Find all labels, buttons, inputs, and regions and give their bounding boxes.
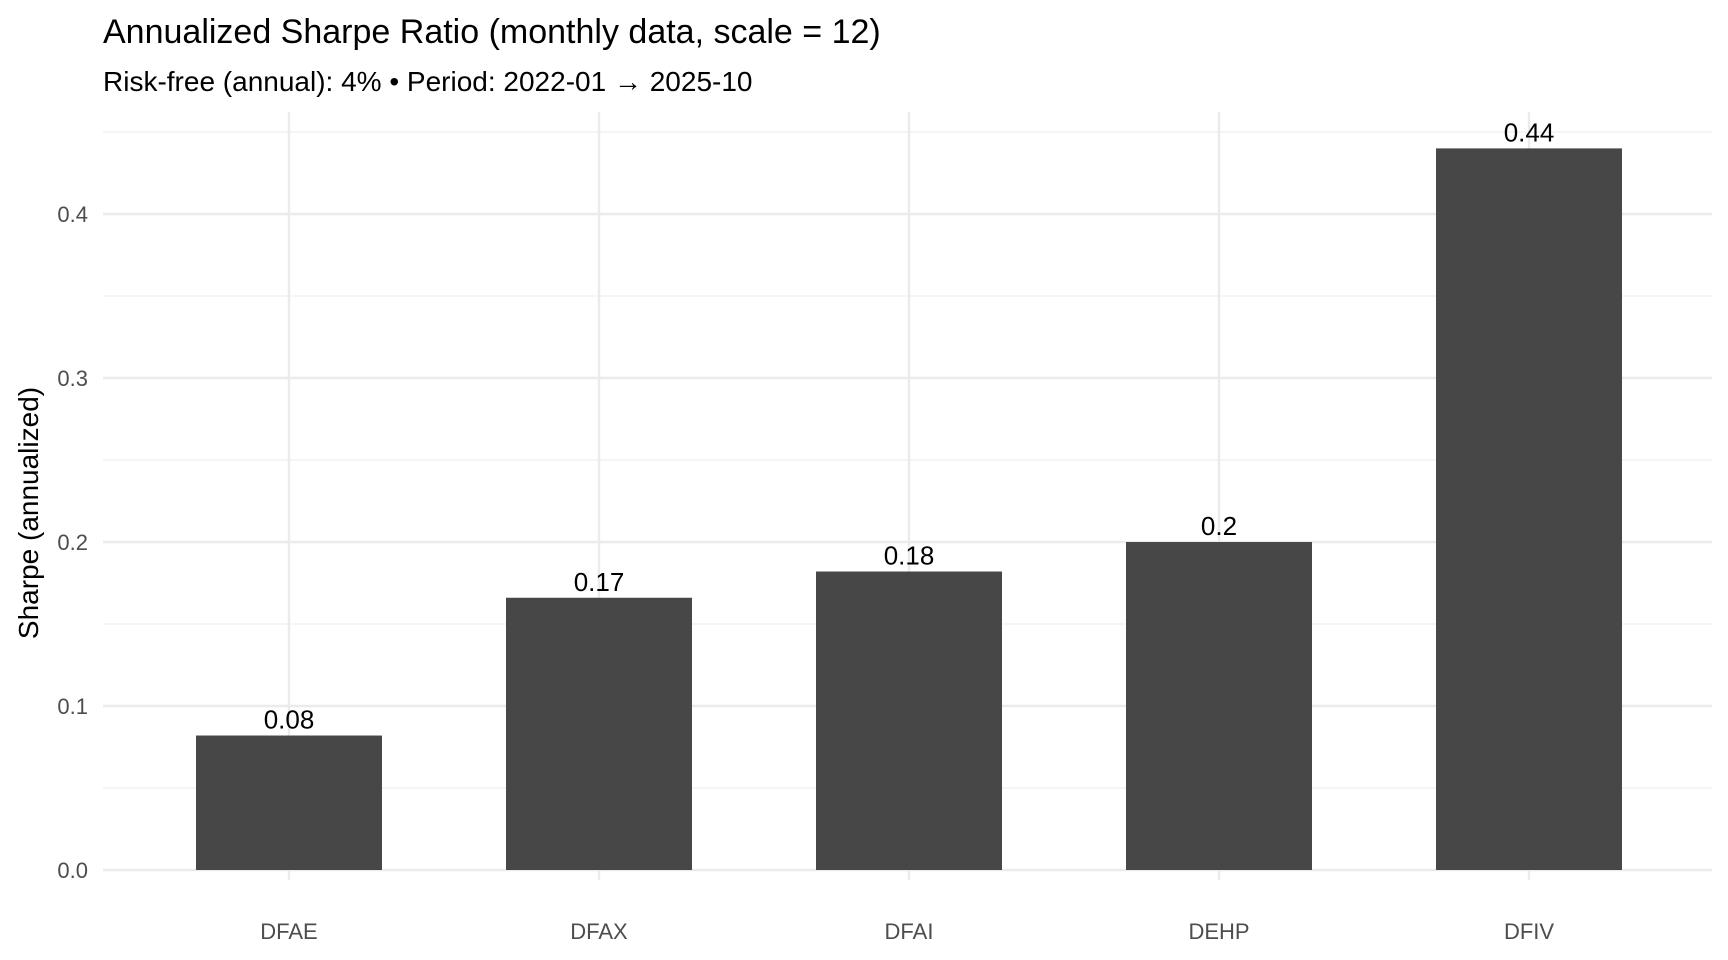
x-tick-label: DFAI	[885, 919, 934, 944]
y-tick-label: 0.2	[57, 530, 88, 555]
y-tick-label: 0.3	[57, 366, 88, 391]
x-tick-label: DEHP	[1188, 919, 1249, 944]
bar-dfax	[506, 597, 692, 870]
bar-dfai	[816, 571, 1002, 870]
x-tick-label: DFAX	[570, 919, 628, 944]
bar-value-label: 0.17	[574, 567, 625, 597]
y-axis-ticks: 0.0 0.1 0.2 0.3 0.4	[57, 202, 88, 883]
y-tick-label: 0.1	[57, 694, 88, 719]
chart-subtitle: Risk-free (annual): 4% • Period: 2022-01…	[103, 66, 752, 97]
bar-value-labels: 0.08 0.17 0.18 0.2 0.44	[264, 117, 1555, 734]
x-tick-label: DFAE	[260, 919, 317, 944]
y-axis-label: Sharpe (annualized)	[13, 387, 44, 639]
bar-value-label: 0.2	[1201, 511, 1237, 541]
bar-value-label: 0.18	[884, 541, 935, 571]
bar-dehp	[1126, 542, 1312, 870]
chart-title: Annualized Sharpe Ratio (monthly data, s…	[103, 13, 881, 51]
bars	[196, 148, 1622, 870]
bar-dfiv	[1436, 148, 1622, 870]
bar-value-label: 0.08	[264, 705, 315, 735]
x-axis-ticks: DFAE DFAX DFAI DEHP DFIV	[260, 919, 1554, 944]
y-tick-label: 0.4	[57, 202, 88, 227]
bar-dfae	[196, 735, 382, 870]
y-tick-label: 0.0	[57, 858, 88, 883]
x-tick-label: DFIV	[1504, 919, 1554, 944]
bar-value-label: 0.44	[1504, 117, 1555, 147]
